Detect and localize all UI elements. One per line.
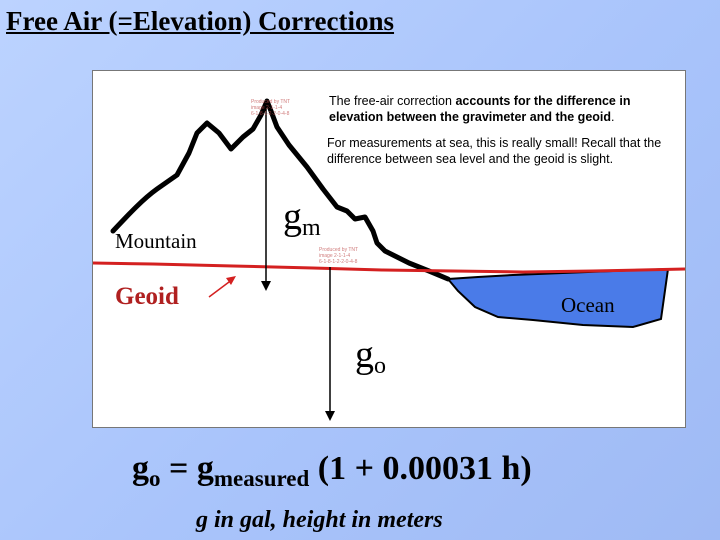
watermark-stamp: Produced by TNT image 2-1-1-4 6-1-8-1-2-… xyxy=(319,247,358,265)
sea-measurement-note: For measurements at sea, this is really … xyxy=(327,136,662,166)
cross-section-diagram xyxy=(93,98,685,421)
watermark-stamp: Produced by TNT image 2-1-1-4 6-1-8-1-2-… xyxy=(251,99,290,117)
formula-g: g xyxy=(196,450,214,487)
stamp-line: image 2-1-1-4 xyxy=(319,253,351,259)
go-subscript: o xyxy=(374,353,386,379)
terrain-profile xyxy=(110,98,451,282)
note1-suffix: . xyxy=(611,110,615,124)
go-main: g xyxy=(355,334,374,376)
stamp-line: image 2-1-1-4 xyxy=(251,105,283,111)
stamp-line: 6-1-8-1-2-2-0-4-8 xyxy=(319,259,358,265)
note1-emphasis: accounts for the difference in elevation… xyxy=(329,94,631,124)
formula-lhs-subscript: o xyxy=(149,466,161,491)
gm-arrow-head xyxy=(261,281,271,291)
geoid-pointer-head xyxy=(226,276,236,285)
ocean-body xyxy=(445,267,670,329)
gm-main: g xyxy=(283,196,302,238)
go-arrow-head xyxy=(325,411,335,421)
formula-equals: = xyxy=(160,450,197,487)
free-air-note: The free-air correction accounts for the… xyxy=(329,93,679,125)
stamp-line: Produced by TNT xyxy=(319,247,359,253)
stamp-line: Produced by TNT xyxy=(251,99,291,105)
note1-prefix: The free-air correction xyxy=(329,94,456,108)
geoid-label: Geoid xyxy=(115,283,179,310)
diagram-panel: The free-air correction accounts for the… xyxy=(92,70,686,428)
units-caption: g in gal, height in meters xyxy=(196,507,443,533)
gm-subscript: m xyxy=(302,215,321,241)
formula-rhs: (1 + 0.00031 h) xyxy=(309,450,532,487)
free-air-formula: go = gmeasured (1 + 0.00031 h) xyxy=(132,450,532,492)
geoid-line xyxy=(93,261,685,274)
stamp-line: 6-1-8-1-2-2-0-4-8 xyxy=(251,111,290,117)
slide-title: Free Air (=Elevation) Corrections xyxy=(6,6,395,36)
formula-g-subscript: measured xyxy=(213,466,310,491)
go-label: go xyxy=(355,333,386,380)
mountain-label: Mountain xyxy=(115,229,197,253)
gm-label: gm xyxy=(283,195,321,242)
ocean-label: Ocean xyxy=(561,293,615,317)
formula-lhs: g xyxy=(132,450,149,487)
